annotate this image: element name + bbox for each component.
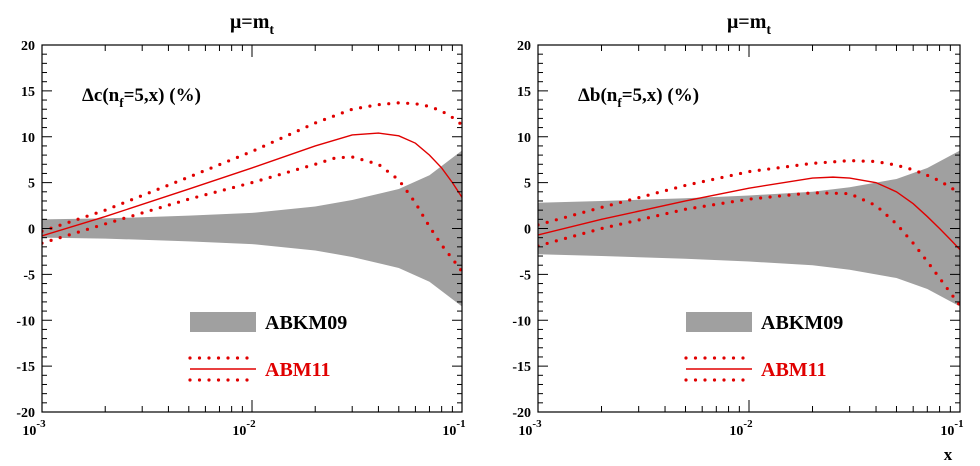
series-abm11-dotted-1 bbox=[42, 101, 462, 233]
annotation-suffix: =5,x) (%) bbox=[622, 85, 699, 106]
y-tick-label: -20 bbox=[512, 406, 531, 421]
legend-label-abkm09: ABKM09 bbox=[761, 312, 843, 334]
y-tick-label: 0 bbox=[524, 223, 531, 238]
x-tick-base: 10 bbox=[442, 424, 456, 439]
x-tick-exponent: -3 bbox=[36, 418, 46, 430]
legend-label-abkm09: ABKM09 bbox=[265, 312, 347, 334]
series-abm11-dotted-1 bbox=[538, 159, 960, 227]
x-tick-label: 10-2 bbox=[729, 418, 753, 439]
x-tick-base: 10 bbox=[22, 424, 36, 439]
y-tick-label: 0 bbox=[28, 223, 35, 238]
y-tick-label: -20 bbox=[16, 406, 35, 421]
series-abm11-dotted-2 bbox=[538, 191, 960, 308]
title-subscript: t bbox=[269, 23, 274, 38]
x-tick-label: 10-2 bbox=[232, 418, 256, 439]
x-tick-base: 10 bbox=[940, 424, 954, 439]
y-tick-label: -10 bbox=[512, 314, 531, 329]
title-main: μ=m bbox=[230, 11, 270, 33]
x-tick-exponent: -2 bbox=[743, 418, 753, 430]
x-tick-exponent: -2 bbox=[246, 418, 256, 430]
y-tick-label: 5 bbox=[28, 177, 35, 192]
x-tick-exponent: -3 bbox=[532, 418, 542, 430]
legend-label-abm11: ABM11 bbox=[761, 359, 827, 381]
y-tick-label: -5 bbox=[519, 268, 531, 283]
band-abkm09 bbox=[538, 150, 960, 307]
y-tick-label: 15 bbox=[517, 85, 531, 100]
legend-label-abm11: ABM11 bbox=[265, 359, 331, 381]
y-tick-label: -15 bbox=[512, 360, 531, 375]
annotation-prefix: Δc(n bbox=[82, 85, 120, 106]
series-abm11-solid bbox=[42, 132, 462, 237]
series-abm11-solid bbox=[538, 176, 960, 251]
x-tick-label: 10-3 bbox=[518, 418, 542, 439]
annotation-subscript: f bbox=[617, 95, 622, 110]
x-tick-base: 10 bbox=[518, 424, 532, 439]
x-tick-label: 10-3 bbox=[22, 418, 46, 439]
x-tick-exponent: -1 bbox=[456, 418, 465, 430]
y-tick-label: 10 bbox=[517, 131, 531, 146]
x-tick-exponent: -1 bbox=[954, 418, 963, 430]
annotation-prefix: Δb(n bbox=[578, 85, 618, 106]
y-tick-label: -15 bbox=[16, 360, 35, 375]
legend-swatch-abkm09 bbox=[686, 312, 752, 332]
title-main: μ=m bbox=[727, 11, 767, 33]
annotation-suffix: =5,x) (%) bbox=[124, 85, 201, 106]
x-axis-label: x bbox=[944, 445, 953, 464]
x-tick-base: 10 bbox=[232, 424, 246, 439]
band-abkm09 bbox=[42, 150, 462, 307]
panel-annotation: Δc(nf=5,x) (%) bbox=[82, 85, 201, 110]
annotation-subscript: f bbox=[119, 95, 124, 110]
y-tick-label: 5 bbox=[524, 177, 531, 192]
legend-swatch-abkm09 bbox=[190, 312, 256, 332]
y-tick-label: 20 bbox=[21, 39, 35, 54]
y-tick-label: 10 bbox=[21, 131, 35, 146]
panel-annotation: Δb(nf=5,x) (%) bbox=[578, 85, 699, 110]
y-tick-label: -10 bbox=[16, 314, 35, 329]
x-tick-base: 10 bbox=[729, 424, 743, 439]
title-subscript: t bbox=[766, 23, 771, 38]
x-tick-label: 10-1 bbox=[442, 418, 465, 439]
x-tick-label: 10-1 bbox=[940, 418, 963, 439]
chart-title: μ=mt bbox=[727, 11, 771, 38]
y-tick-label: 15 bbox=[21, 85, 35, 100]
chart-title: μ=mt bbox=[230, 11, 274, 38]
y-tick-label: -5 bbox=[23, 268, 35, 283]
y-tick-label: 20 bbox=[517, 39, 531, 54]
